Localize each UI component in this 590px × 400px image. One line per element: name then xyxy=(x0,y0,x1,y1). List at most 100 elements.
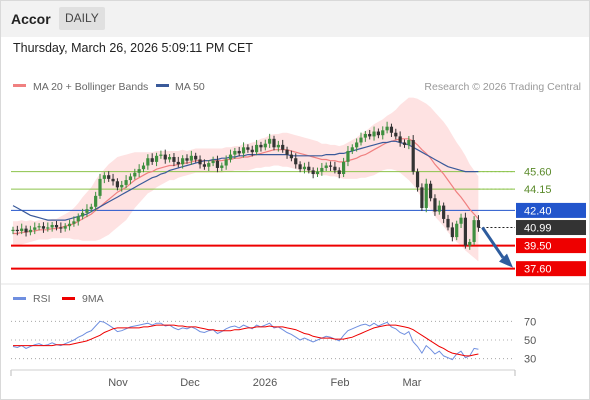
bollinger-band-layer xyxy=(13,97,479,262)
candle-body xyxy=(67,223,72,227)
price-label-39.50: 39.50 xyxy=(524,241,552,253)
candle-body xyxy=(98,178,102,196)
candle-body xyxy=(259,144,263,148)
candle-body xyxy=(346,150,350,162)
candle-body xyxy=(124,180,128,185)
price-tag-42.40 xyxy=(516,202,586,218)
candles-layer xyxy=(11,121,481,250)
candle-body xyxy=(320,167,324,172)
candle-body xyxy=(11,229,15,232)
candle-body xyxy=(220,165,224,168)
candle-body xyxy=(181,158,185,165)
rsi-layer: 70 50 30 xyxy=(11,316,536,366)
price-tag-39.50 xyxy=(516,238,586,254)
candle-body xyxy=(455,223,459,238)
rsi9-legend-label: 9MA xyxy=(82,293,104,305)
candle-body xyxy=(337,170,341,175)
candle-body xyxy=(150,158,154,162)
candle-body xyxy=(328,165,333,167)
candle-body xyxy=(120,184,124,188)
candle-body xyxy=(415,171,420,188)
candle-body xyxy=(372,131,376,137)
candle-body xyxy=(289,154,293,159)
candle-body xyxy=(241,147,246,154)
candle-body xyxy=(15,229,19,232)
candle-body xyxy=(115,181,119,188)
candle-body xyxy=(294,158,298,165)
price-label-37.60: 37.60 xyxy=(524,264,552,276)
rsi-tick-70: 70 xyxy=(524,316,536,328)
candle-body xyxy=(185,158,189,161)
candle-body xyxy=(237,150,241,154)
ma50-line xyxy=(12,140,479,221)
chart-credit: Research © 2026 Trading Central xyxy=(424,81,581,93)
timeframe-button[interactable]: DAILY xyxy=(59,7,105,30)
candle-body xyxy=(281,144,285,150)
ma50-legend-swatch xyxy=(156,84,169,87)
candle-body xyxy=(215,160,220,168)
candle-body xyxy=(76,216,80,222)
x-tick-Nov: Nov xyxy=(108,377,128,389)
candle-body xyxy=(37,226,41,228)
candle-body xyxy=(446,218,450,228)
candle-body xyxy=(433,198,437,212)
price-label-44.15: 44.15 xyxy=(524,184,552,196)
candle-body xyxy=(342,161,346,175)
candle-body xyxy=(111,178,115,182)
candle-body xyxy=(137,169,141,173)
rsi-tick-50: 50 xyxy=(524,335,536,347)
candle-body xyxy=(398,136,402,143)
candle-body xyxy=(194,155,198,160)
candle-body xyxy=(459,217,463,224)
candle-body xyxy=(363,133,367,138)
candle-body xyxy=(402,142,407,145)
candle-body xyxy=(172,157,176,162)
candle-body xyxy=(46,227,50,229)
candle-body xyxy=(355,142,359,148)
candle-body xyxy=(202,164,206,167)
candle-body xyxy=(50,224,54,228)
candle-body xyxy=(315,171,320,175)
rsi-9ma-line xyxy=(13,324,479,357)
candle-body xyxy=(307,166,311,171)
candle-body xyxy=(368,133,372,137)
candle-body xyxy=(159,154,163,156)
candle-body xyxy=(189,155,193,161)
candle-body xyxy=(89,206,93,210)
candle-body xyxy=(107,175,111,179)
forecast-layer xyxy=(481,226,513,268)
candle-body xyxy=(198,159,202,165)
candle-body xyxy=(359,137,363,143)
candle-body xyxy=(81,212,85,217)
candle-body xyxy=(311,170,315,175)
candle-body xyxy=(424,183,428,208)
candle-body xyxy=(276,144,280,148)
candle-body xyxy=(146,158,150,166)
ma50-legend-label: MA 50 xyxy=(175,81,205,93)
candle-body xyxy=(163,154,167,160)
candle-body xyxy=(407,140,411,145)
candle-body xyxy=(233,150,237,155)
candle-body xyxy=(24,228,28,233)
candle-body xyxy=(54,224,59,228)
candle-body xyxy=(350,147,354,151)
candle-body xyxy=(468,241,472,246)
candle-body xyxy=(285,149,289,155)
candle-body xyxy=(442,205,446,219)
candle-body xyxy=(394,132,398,137)
candle-body xyxy=(268,138,272,144)
candle-body xyxy=(381,130,385,136)
candle-body xyxy=(33,227,37,230)
candle-body xyxy=(246,147,250,150)
candle-body xyxy=(168,157,172,160)
ma20-legend-label: MA 20 + Bollinger Bands xyxy=(33,81,148,93)
price-tag-40.99 xyxy=(516,220,586,236)
forecast-arrow-head xyxy=(499,253,513,268)
x-tick-Feb: Feb xyxy=(331,377,350,389)
price-label-42.40: 42.40 xyxy=(524,205,552,217)
candle-body xyxy=(437,205,441,212)
x-tick-Dec: Dec xyxy=(180,377,200,389)
candle-body xyxy=(133,172,137,177)
rsi-tick-30: 30 xyxy=(524,354,536,366)
